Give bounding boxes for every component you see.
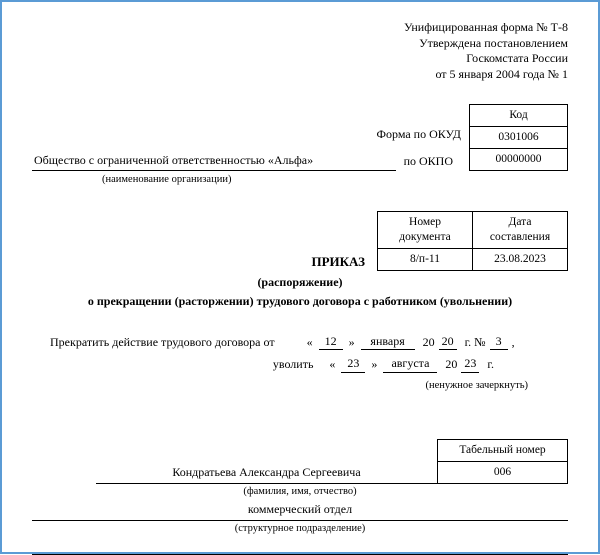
header-line: Утверждена постановлением	[32, 36, 568, 52]
document-frame: Унифицированная форма № Т-8 Утверждена п…	[0, 0, 600, 554]
contract-year-2: 23	[461, 356, 479, 373]
header-line: Унифицированная форма № Т-8	[32, 20, 568, 36]
employee-name-row: Кондратьева Александра Сергеевича 006	[32, 462, 568, 484]
contract-month-2: августа	[383, 356, 437, 373]
contract-label-1: Прекратить действие трудового договора о…	[50, 335, 281, 351]
fio-caption: (фамилия, имя, отчество)	[32, 485, 568, 499]
subtitle-2: о прекращении (расторжении) трудового до…	[32, 294, 568, 310]
contract-num-1: 3	[490, 334, 508, 351]
okud-label: Форма по ОКУД	[377, 127, 461, 143]
personnel-number-val-table: 006	[437, 461, 568, 484]
strike-note: (ненужное зачеркнуть)	[50, 379, 568, 393]
personnel-number-table: Табельный номер	[437, 439, 568, 462]
employee-name: Кондратьева Александра Сергеевича	[96, 465, 437, 484]
code-head: Код	[470, 105, 568, 127]
doc-num-val: 8/п-11	[378, 248, 473, 270]
doc-date-val: 23.08.2023	[473, 248, 568, 270]
form-approval-header: Унифицированная форма № Т-8 Утверждена п…	[32, 20, 568, 82]
org-caption: (наименование организации)	[32, 173, 568, 187]
okpo-label: по ОКПО	[396, 154, 461, 172]
department-name: коммерческий отдел	[32, 502, 568, 521]
doc-num-head: Номер документа	[378, 211, 473, 248]
okud-code: 0301006	[470, 127, 568, 149]
contract-day-2: 23	[341, 356, 365, 373]
contract-row-2: уволить « 23 » августа 20 23 г.	[50, 356, 568, 373]
contract-row-1: Прекратить действие трудового договора о…	[50, 334, 568, 351]
prikaz-title: ПРИКАЗ	[32, 254, 377, 271]
okpo-code: 00000000	[470, 149, 568, 171]
tabel-head: Табельный номер	[438, 439, 568, 461]
contract-day-1: 12	[319, 334, 343, 351]
code-table: Код 0301006 00000000	[469, 104, 568, 171]
doc-date-head: Дата составления	[473, 211, 568, 248]
blank-underline	[32, 541, 568, 555]
header-line: от 5 января 2004 года № 1	[32, 67, 568, 83]
order-header-block: ПРИКАЗ Номер документа Дата составления …	[32, 211, 568, 271]
personnel-number-block: Табельный номер	[32, 439, 568, 462]
contract-month-1: января	[361, 334, 415, 351]
contract-termination-block: Прекратить действие трудового договора о…	[32, 334, 568, 393]
subtitle-1: (распоряжение)	[32, 275, 568, 291]
department-row: коммерческий отдел	[32, 502, 568, 521]
contract-label-2: уволить	[50, 357, 323, 373]
org-name: Общество с ограниченной ответственностью…	[32, 153, 396, 172]
header-line: Госкомстата России	[32, 51, 568, 67]
okud-okpo-block: Форма по ОКУД Общество с ограниченной от…	[32, 104, 568, 171]
contract-year-1: 20	[439, 334, 457, 351]
dept-caption: (структурное подразделение)	[32, 522, 568, 536]
tabel-val: 006	[438, 461, 568, 483]
doc-num-date-table: Номер документа Дата составления 8/п-11 …	[377, 211, 568, 271]
